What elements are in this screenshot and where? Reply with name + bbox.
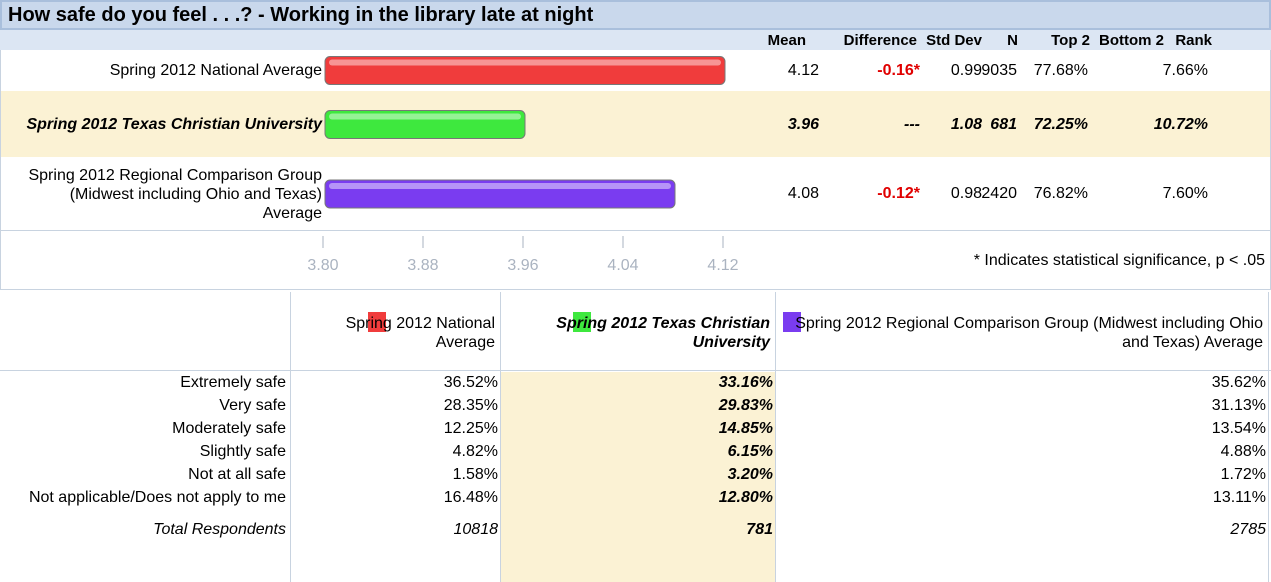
legend-swatch <box>573 312 591 332</box>
title: How safe do you feel . . .? - Working in… <box>8 4 594 26</box>
stat-value: 77.68% <box>1033 61 1088 79</box>
cell-value: 3.20% <box>727 466 773 483</box>
row-label: Moderately safe <box>172 420 286 437</box>
total-label: Total Respondents <box>153 521 286 538</box>
title-bar <box>0 0 1271 30</box>
stat-value: 0.99 <box>950 61 982 79</box>
bar <box>324 56 726 85</box>
legend-swatch <box>783 312 801 332</box>
mean-value: 3.96 <box>787 115 819 133</box>
row-line <box>0 230 1271 231</box>
column-header: Spring 2012 Texas Christian University <box>556 315 770 351</box>
stat-value: --- <box>904 115 920 133</box>
column-border <box>290 292 291 582</box>
cell-value: 28.35% <box>443 397 498 414</box>
header-row <box>0 30 1271 50</box>
column-border <box>775 292 776 582</box>
table-col-highlight <box>500 372 775 582</box>
stat-value: -0.16* <box>877 61 920 79</box>
cell-value: 1.72% <box>1220 466 1266 483</box>
row-label: Extremely safe <box>180 374 286 391</box>
stat-value: 2420 <box>981 185 1017 202</box>
cell-value: 6.15% <box>727 443 773 460</box>
x-tick-label: 3.88 <box>407 257 439 274</box>
cell-value: 1.58% <box>452 466 498 483</box>
category-label: Spring 2012 Texas Christian University <box>26 116 322 133</box>
cell-value: 12.25% <box>443 420 498 437</box>
stat-header: N <box>1007 32 1018 49</box>
row-label: Not at all safe <box>188 466 286 483</box>
stat-header: Top 2 <box>1051 32 1090 49</box>
row-label: Not applicable/Does not apply to me <box>28 489 286 506</box>
stat-value: 1.08 <box>950 115 982 133</box>
cell-value: 13.54% <box>1211 420 1266 437</box>
bar-shine <box>329 183 671 189</box>
cell-value: 31.13% <box>1211 397 1266 414</box>
column-header: Spring 2012 National Average <box>345 315 495 351</box>
cell-value: 4.88% <box>1220 443 1266 460</box>
x-tick-label: 4.12 <box>707 257 739 274</box>
category-label: Spring 2012 National Average <box>109 62 322 79</box>
cell-value: 16.48% <box>443 489 498 506</box>
column-header: Spring 2012 Regional Comparison Group (M… <box>795 315 1263 351</box>
x-tick-label: 3.80 <box>307 257 339 274</box>
stat-header: Rank <box>1175 32 1212 49</box>
x-tick-label: 3.96 <box>507 257 539 274</box>
x-tick-label: 4.04 <box>607 257 639 274</box>
stat-header: Std Dev <box>926 32 982 49</box>
cell-value: 4.82% <box>452 443 498 460</box>
bar <box>324 110 526 139</box>
row-label: Very safe <box>219 397 286 414</box>
total-value: 781 <box>746 521 773 538</box>
stat-value: 681 <box>990 115 1017 133</box>
header-border <box>0 370 1271 371</box>
mean-value: 4.08 <box>787 185 819 202</box>
cell-value: 12.80% <box>718 489 773 506</box>
stat-header: Difference <box>843 32 917 49</box>
cell-value: 29.83% <box>718 397 773 414</box>
cell-value: 13.11% <box>1212 489 1266 506</box>
stat-value: -0.12* <box>877 185 920 202</box>
total-value: 10818 <box>453 521 499 538</box>
stat-header: Mean <box>767 32 806 49</box>
cell-value: 33.16% <box>718 374 773 391</box>
note: * Indicates statistical significance, p … <box>973 252 1265 269</box>
highlight-row <box>0 91 1271 157</box>
bar-shine <box>329 113 521 120</box>
column-border <box>500 292 501 582</box>
stat-value: 72.25% <box>1033 115 1088 133</box>
cell-value: 36.52% <box>443 374 498 391</box>
mean-value: 4.12 <box>787 61 819 79</box>
stat-value: 7.66% <box>1162 61 1208 79</box>
bar <box>324 179 676 209</box>
category-label: Spring 2012 Regional Comparison Group (M… <box>28 166 322 222</box>
stat-value: 10.72% <box>1153 115 1208 133</box>
total-value: 2785 <box>1230 521 1266 538</box>
stat-value: 7.60% <box>1162 185 1208 202</box>
bar-shine <box>329 59 721 66</box>
cell-value: 14.85% <box>718 420 773 437</box>
stat-value: 76.82% <box>1033 185 1088 202</box>
stat-value: 0.98 <box>950 185 982 202</box>
row-label: Slightly safe <box>199 443 286 460</box>
legend-swatch <box>368 312 386 332</box>
column-border <box>1268 292 1269 582</box>
cell-value: 35.62% <box>1211 374 1266 391</box>
stat-value: 9035 <box>981 61 1017 79</box>
stat-header: Bottom 2 <box>1099 32 1164 49</box>
